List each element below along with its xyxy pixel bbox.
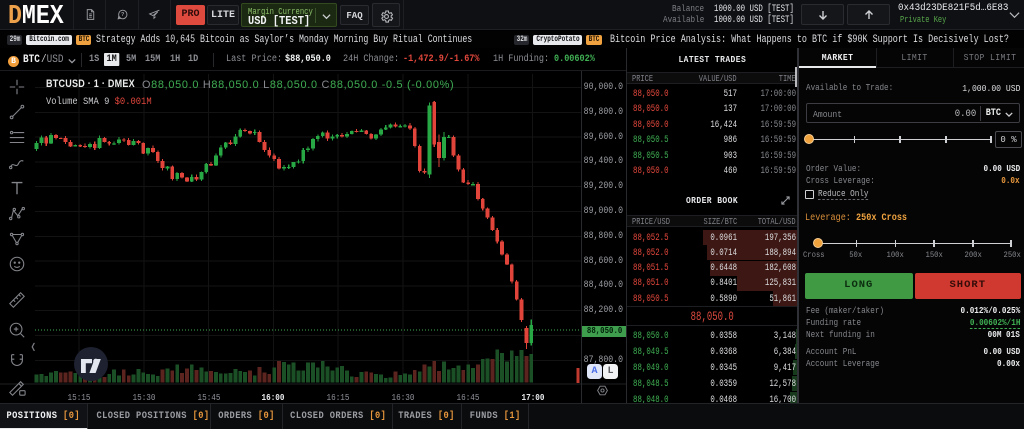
svg-text:?: ? (121, 12, 124, 18)
